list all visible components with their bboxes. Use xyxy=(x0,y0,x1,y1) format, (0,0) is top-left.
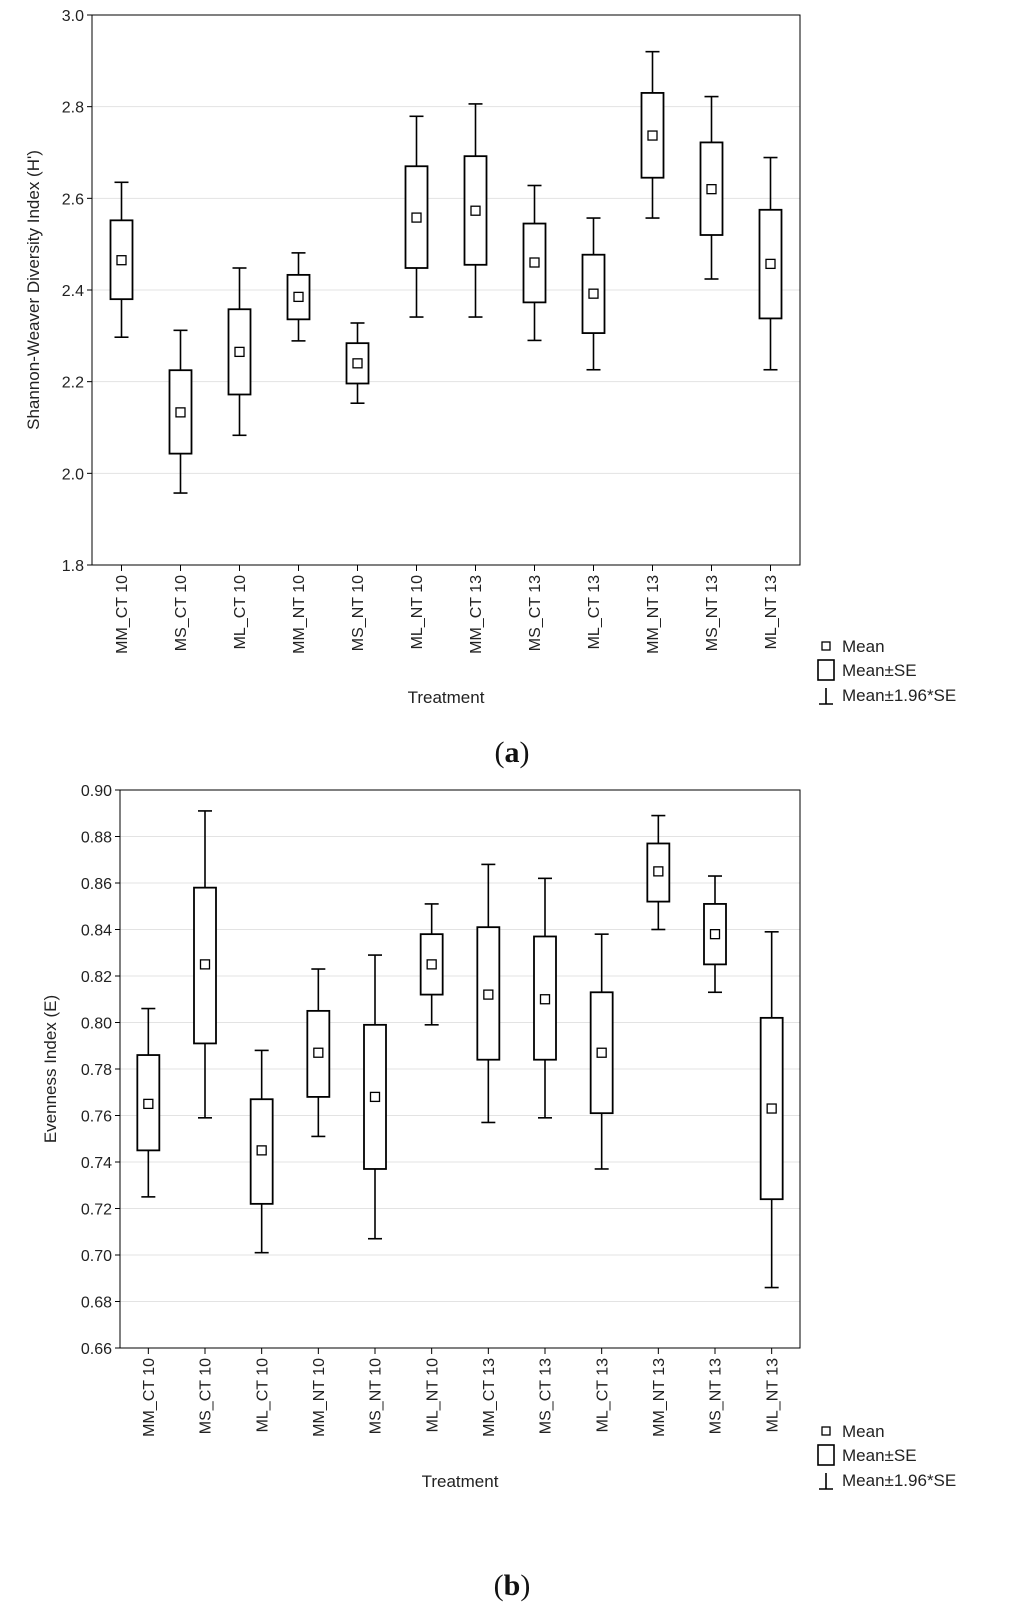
x-tick-label: ML_NT 13 xyxy=(763,575,780,650)
mean-marker xyxy=(293,291,304,303)
y-tick-label: 2.2 xyxy=(62,375,84,392)
mean-marker xyxy=(369,1091,381,1103)
y-tick-label: 0.88 xyxy=(81,830,112,847)
x-tick-label: ML_CT 10 xyxy=(232,575,249,650)
y-tick-label: 3.0 xyxy=(62,8,84,25)
x-tick-label: MM_CT 13 xyxy=(481,1358,498,1437)
y-tick-label: 0.68 xyxy=(81,1295,112,1312)
x-tick-label: ML_CT 13 xyxy=(594,1358,611,1433)
x-tick-label: MS_NT 13 xyxy=(708,1358,725,1434)
x-tick-label: ML_CT 13 xyxy=(586,575,603,650)
x-tick-label: MM_CT 10 xyxy=(114,575,131,654)
mean-marker xyxy=(529,257,540,268)
mean-marker xyxy=(116,255,127,266)
legend: Mean Mean±SE Mean±1.96*SE xyxy=(817,637,956,705)
x-tick-label: MM_NT 10 xyxy=(311,1358,328,1437)
y-tick-label: 0.74 xyxy=(81,1155,112,1172)
legend-ci-symbol xyxy=(819,1473,833,1490)
plot-frame xyxy=(91,14,801,566)
mean-marker xyxy=(483,989,494,1000)
y-axis-title: Evenness Index (E) xyxy=(41,995,60,1143)
mean-marker xyxy=(426,959,437,970)
x-tick-label: ML_NT 10 xyxy=(409,575,426,650)
legend-se-symbol xyxy=(817,1444,835,1466)
y-tick-label: 2.8 xyxy=(62,100,84,117)
y-tick-label: 0.82 xyxy=(81,969,112,986)
mean-marker xyxy=(706,184,717,195)
legend-ci-symbol xyxy=(819,688,833,705)
legend-mean-label: Mean xyxy=(842,637,885,656)
y-tick-label: 0.76 xyxy=(81,1109,112,1126)
y-tick-label: 0.80 xyxy=(81,1016,112,1033)
y-tick-label: 0.66 xyxy=(81,1341,112,1358)
plot-frame xyxy=(119,789,801,1349)
legend-se-label: Mean±SE xyxy=(842,1446,917,1465)
x-tick-label: MS_CT 10 xyxy=(198,1358,215,1434)
panel-label: (a) xyxy=(495,736,530,769)
y-axis-title: Shannon-Weaver Diversity Index (H') xyxy=(24,150,43,430)
mean-marker xyxy=(352,358,363,369)
y-tick-label: 0.70 xyxy=(81,1248,112,1265)
mean-marker xyxy=(709,929,721,940)
y-tick-label: 0.72 xyxy=(81,1202,112,1219)
x-tick-label: MM_NT 10 xyxy=(291,575,308,654)
y-tick-label: 1.8 xyxy=(62,558,84,575)
y-tick-label: 0.78 xyxy=(81,1062,112,1079)
legend-se-label: Mean±SE xyxy=(842,661,917,680)
legend-ci-label: Mean±1.96*SE xyxy=(842,686,956,705)
x-tick-label: ML_CT 10 xyxy=(254,1358,271,1433)
y-tick-label: 2.4 xyxy=(62,283,84,300)
x-tick-label: MM_CT 10 xyxy=(141,1358,158,1437)
mean-marker xyxy=(539,994,551,1005)
mean-marker xyxy=(234,346,245,358)
mean-marker xyxy=(199,959,211,970)
x-tick-label: ML_NT 10 xyxy=(424,1358,441,1433)
x-tick-label: MS_NT 10 xyxy=(350,575,367,651)
panel-label: (b) xyxy=(494,1569,531,1602)
x-tick-label: ML_NT 13 xyxy=(764,1358,781,1433)
legend-mean-label: Mean xyxy=(842,1422,885,1441)
mean-marker xyxy=(653,866,664,877)
legend-ci-label: Mean±1.96*SE xyxy=(842,1471,956,1490)
x-tick-label: MS_CT 13 xyxy=(538,1358,555,1434)
mean-marker xyxy=(256,1145,267,1156)
x-tick-label: MS_NT 13 xyxy=(704,575,721,651)
x-axis-title: Treatment xyxy=(422,1472,499,1491)
x-tick-label: MM_NT 13 xyxy=(651,1358,668,1437)
y-tick-label: 2.6 xyxy=(62,191,84,208)
x-tick-label: MS_CT 13 xyxy=(527,575,544,651)
mean-marker xyxy=(175,407,186,418)
mean-marker xyxy=(766,1103,777,1114)
y-tick-label: 0.84 xyxy=(81,923,112,940)
legend-se-symbol xyxy=(817,659,835,681)
legend-mean-symbol xyxy=(821,641,831,651)
x-tick-label: MM_NT 13 xyxy=(645,575,662,654)
y-tick-label: 0.90 xyxy=(81,783,112,800)
panel-a-chart: 1.8 2.0 2.2 2.4 2.6 2.8 3.0 MM_CT 10 MS_CT 10 ML… xyxy=(24,8,956,769)
mean-marker xyxy=(765,258,776,270)
panel-b-chart: 0.66 0.68 0.70 0.72 0.74 0.76 0.78 0.80 0.82 0.84… xyxy=(41,783,956,1602)
mean-marker xyxy=(647,130,658,141)
mean-marker xyxy=(143,1098,154,1110)
legend-mean-symbol xyxy=(821,1426,831,1436)
y-tick-label: 2.0 xyxy=(62,466,84,483)
y-tick-label: 0.86 xyxy=(81,876,112,893)
legend: Mean Mean±SE Mean±1.96*SE xyxy=(817,1422,956,1490)
mean-marker xyxy=(313,1047,324,1058)
mean-marker xyxy=(596,1047,607,1058)
x-tick-label: MM_CT 13 xyxy=(468,575,485,654)
mean-marker xyxy=(411,212,422,223)
x-tick-label: MS_CT 10 xyxy=(173,575,190,651)
x-tick-label: MS_NT 10 xyxy=(368,1358,385,1434)
mean-marker xyxy=(588,288,599,299)
x-axis-title: Treatment xyxy=(408,688,485,707)
mean-marker xyxy=(470,205,481,216)
